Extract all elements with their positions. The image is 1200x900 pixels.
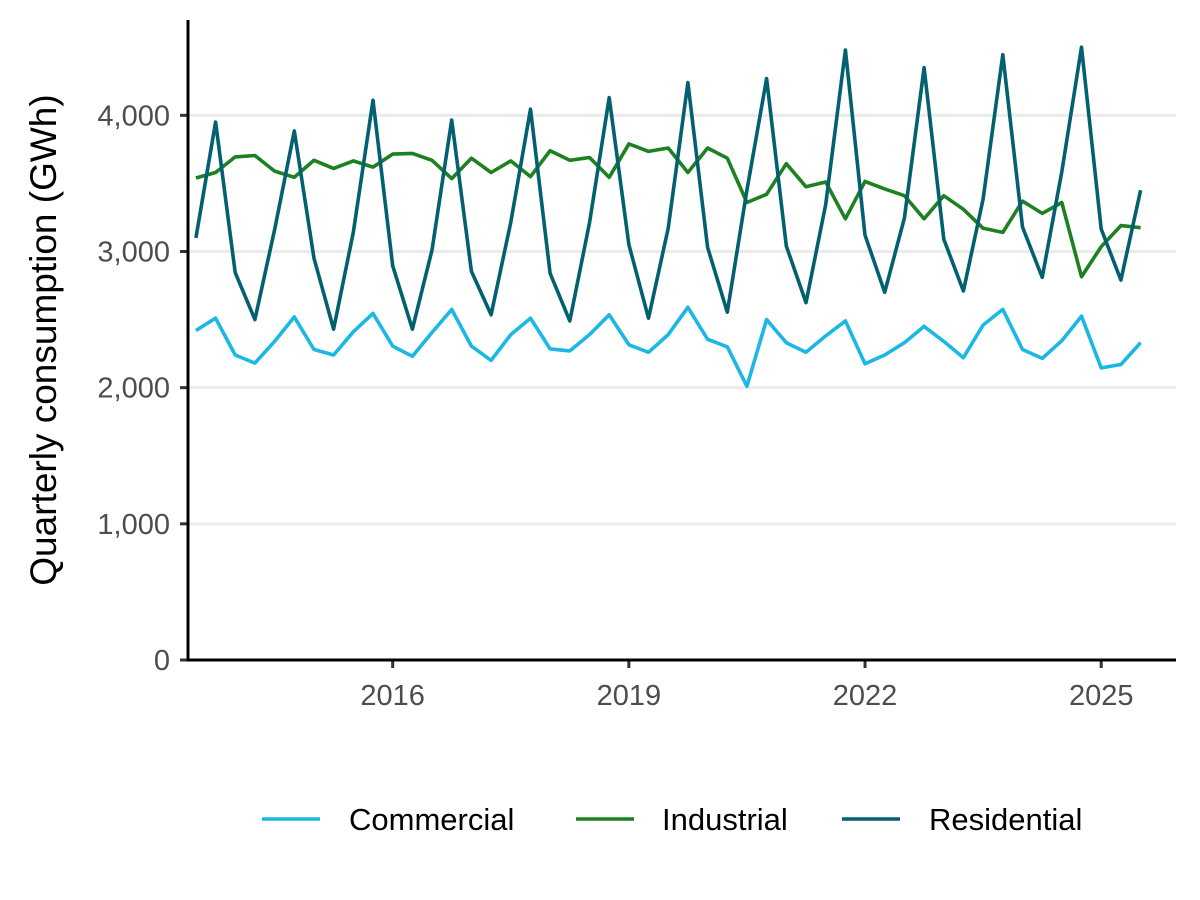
series-lines (194, 45, 1143, 389)
grid-lines (188, 113, 1176, 662)
x-tick-label: 2019 (597, 680, 662, 712)
legend: Commercial Industrial Residential (262, 802, 1082, 837)
y-tick-label: 4,000 (97, 100, 170, 132)
y-tick-label: 2,000 (97, 373, 170, 405)
legend-label-residential: Residential (929, 802, 1082, 837)
series-line-commercial (194, 305, 1142, 389)
series-line-residential (194, 45, 1143, 331)
y-tick-label: 3,000 (97, 236, 170, 268)
x-tick-label: 2025 (1069, 680, 1134, 712)
x-tick-label: 2022 (833, 680, 898, 712)
legend-label-industrial: Industrial (662, 802, 788, 837)
y-axis-title: Quarterly consumption (GWh) (23, 94, 64, 585)
series-line-industrial (195, 142, 1141, 279)
axes (180, 20, 1176, 668)
y-tick-label: 0 (154, 645, 170, 677)
y-tick-label: 1,000 (97, 509, 170, 541)
tick-labels: 0 1,000 2,000 3,000 4,000 2016 2019 2022 2025 (97, 100, 1133, 712)
legend-label-commercial: Commercial (349, 802, 514, 837)
x-tick-label: 2016 (360, 680, 425, 712)
